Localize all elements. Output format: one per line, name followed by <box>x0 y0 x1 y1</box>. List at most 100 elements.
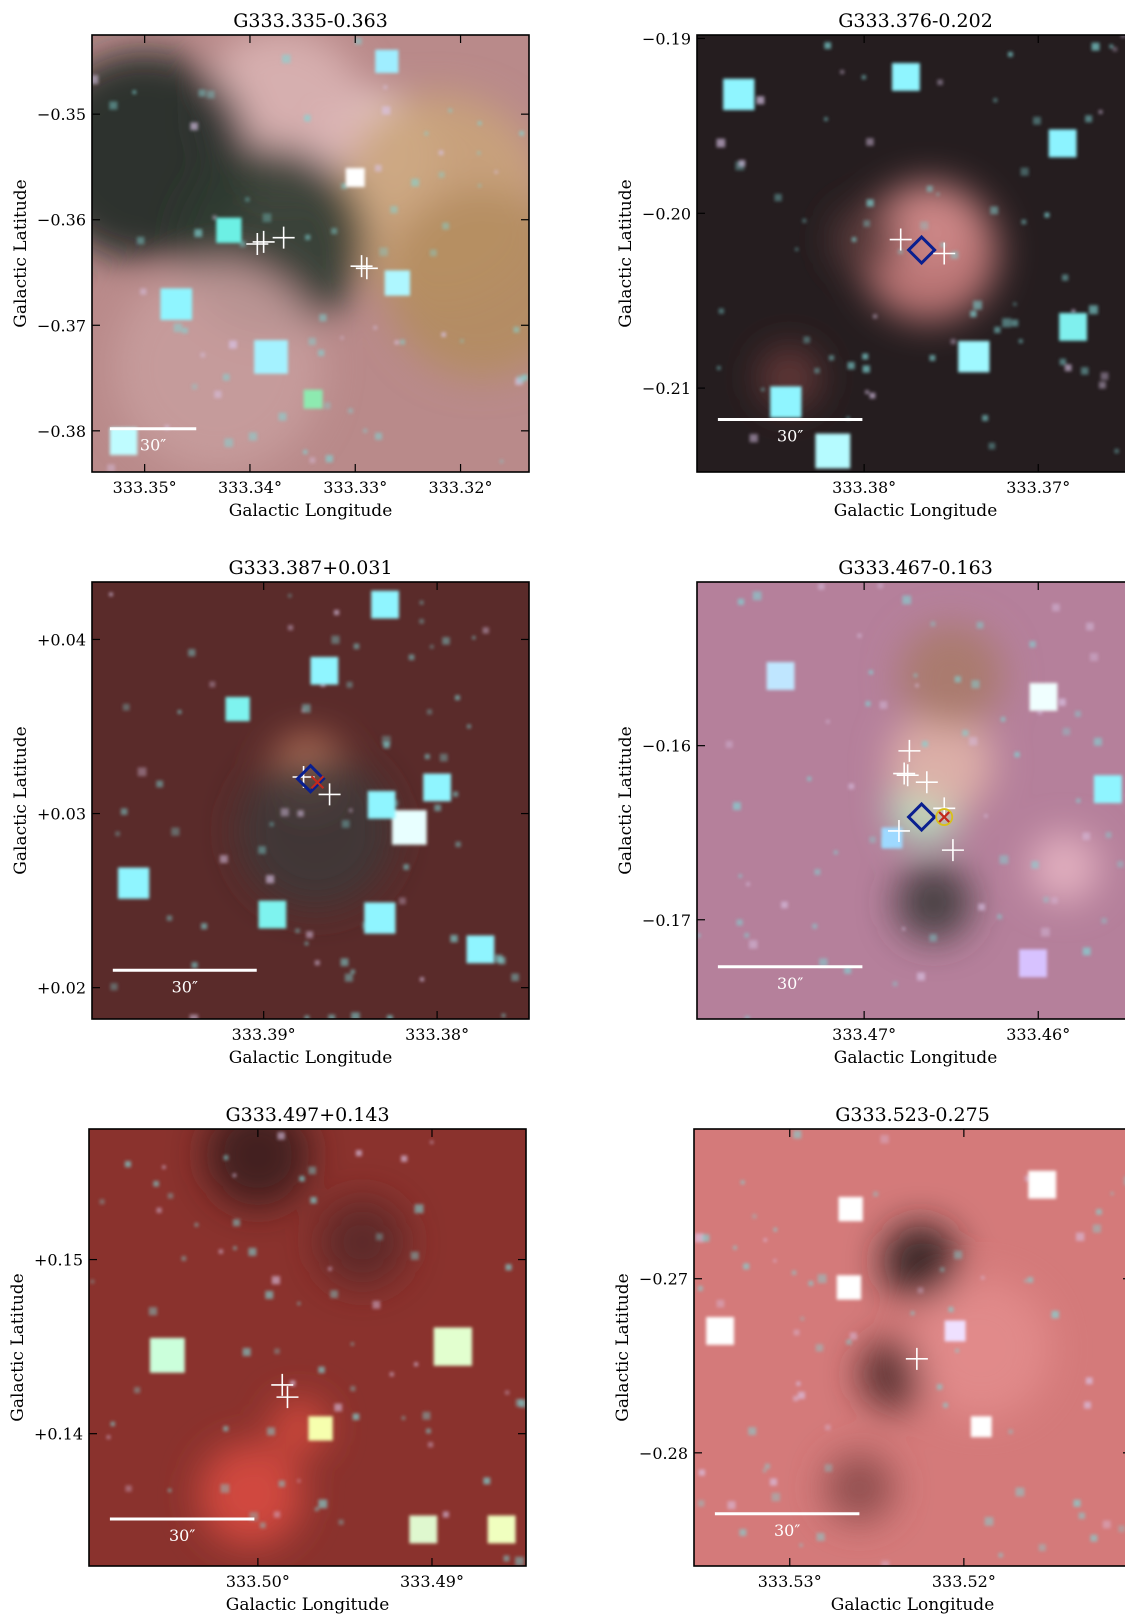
background-star <box>262 213 272 223</box>
background-star <box>848 783 855 790</box>
panel-6: 30″ G333.523-0.275 333.53° 333.52° −0.27 −0.2… <box>613 1104 1125 1615</box>
panel-frame <box>693 1128 1125 1567</box>
background-star <box>1093 737 1102 746</box>
x-tick-label: 333.50° <box>226 1572 290 1591</box>
panel-frame <box>696 34 1125 473</box>
background-star <box>269 822 274 827</box>
background-star <box>869 392 876 399</box>
background-star <box>239 240 246 247</box>
bright-star <box>345 168 365 187</box>
background-star <box>411 178 420 187</box>
background-star <box>725 740 733 748</box>
background-star <box>354 37 362 45</box>
background-star <box>259 1522 266 1529</box>
background-star <box>793 1130 802 1139</box>
background-star <box>769 1478 778 1486</box>
background-star <box>198 89 206 97</box>
bright-star <box>118 867 150 899</box>
y-tick-label: +0.02 <box>37 979 86 998</box>
background-star <box>1082 832 1091 840</box>
background-star <box>844 966 852 974</box>
background-star <box>1096 1209 1102 1215</box>
background-star <box>266 875 275 884</box>
scale-bar-label: 30″ <box>777 427 803 446</box>
background-star <box>515 1556 524 1566</box>
bright-star <box>970 1416 992 1438</box>
background-star <box>318 1366 325 1374</box>
background-star <box>940 1267 945 1272</box>
background-star <box>419 600 424 605</box>
background-star <box>348 408 353 414</box>
background-star <box>414 1204 424 1214</box>
background-star <box>739 1529 747 1536</box>
x-tick-label: 333.46° <box>1006 1025 1070 1044</box>
background-star <box>1102 1520 1111 1529</box>
background-star <box>403 864 410 870</box>
nebula-glow <box>1029 832 1100 903</box>
background-star <box>929 934 937 942</box>
background-star <box>201 923 208 930</box>
background-star <box>1076 1232 1085 1241</box>
plus-marker <box>276 1386 299 1409</box>
panel-image: 30″ <box>92 35 529 472</box>
background-star <box>442 222 450 230</box>
background-star <box>478 184 482 188</box>
background-star <box>773 1259 777 1263</box>
plus-marker <box>905 1347 928 1370</box>
background-star <box>881 1560 890 1566</box>
y-tick-label: −0.38 <box>37 422 86 441</box>
background-star <box>426 1428 431 1434</box>
background-star <box>297 810 304 817</box>
background-star <box>318 1499 328 1509</box>
background-star <box>1085 1377 1093 1385</box>
background-star <box>744 1016 750 1019</box>
background-star <box>1082 947 1091 956</box>
background-star <box>773 1227 778 1232</box>
background-star <box>301 708 305 713</box>
background-star <box>242 1347 251 1357</box>
background-star <box>419 977 425 982</box>
background-star <box>177 710 182 714</box>
background-star <box>756 96 765 105</box>
background-star <box>466 724 472 729</box>
background-star <box>1058 698 1066 706</box>
background-star <box>140 288 147 295</box>
background-star <box>334 1403 343 1412</box>
background-star <box>694 1233 704 1243</box>
background-star <box>997 914 1003 920</box>
background-star <box>426 709 433 715</box>
background-star <box>350 969 355 974</box>
background-star <box>167 1488 172 1493</box>
x-tick-label: 333.33° <box>323 478 387 497</box>
background-star <box>206 90 215 99</box>
diamond-marker <box>295 763 326 794</box>
plus-marker <box>898 739 921 762</box>
background-star <box>716 366 721 370</box>
background-star <box>212 215 217 220</box>
background-star <box>408 654 415 661</box>
background-star <box>1031 861 1039 869</box>
background-star <box>917 972 926 981</box>
background-star <box>381 735 391 745</box>
background-star <box>984 814 988 818</box>
background-star <box>1051 897 1058 904</box>
panel-title: G333.335-0.363 <box>233 10 388 32</box>
nebula-glow <box>386 188 529 378</box>
background-star <box>222 373 230 381</box>
background-star <box>194 229 203 237</box>
nebula-glow <box>888 710 993 816</box>
background-star <box>410 1251 419 1260</box>
background-star <box>224 438 234 448</box>
background-star <box>516 1399 524 1407</box>
background-star <box>289 1380 296 1387</box>
nebula-glow <box>831 204 901 275</box>
background-star <box>797 1391 806 1399</box>
x-tick-label: 333.32° <box>429 478 493 497</box>
background-star <box>319 314 327 322</box>
x-tick-label: 333.35° <box>113 478 177 497</box>
bright-star <box>770 386 802 418</box>
background-star <box>232 1219 241 1227</box>
background-star <box>1109 44 1114 49</box>
background-star <box>398 897 406 905</box>
background-star <box>304 941 309 946</box>
